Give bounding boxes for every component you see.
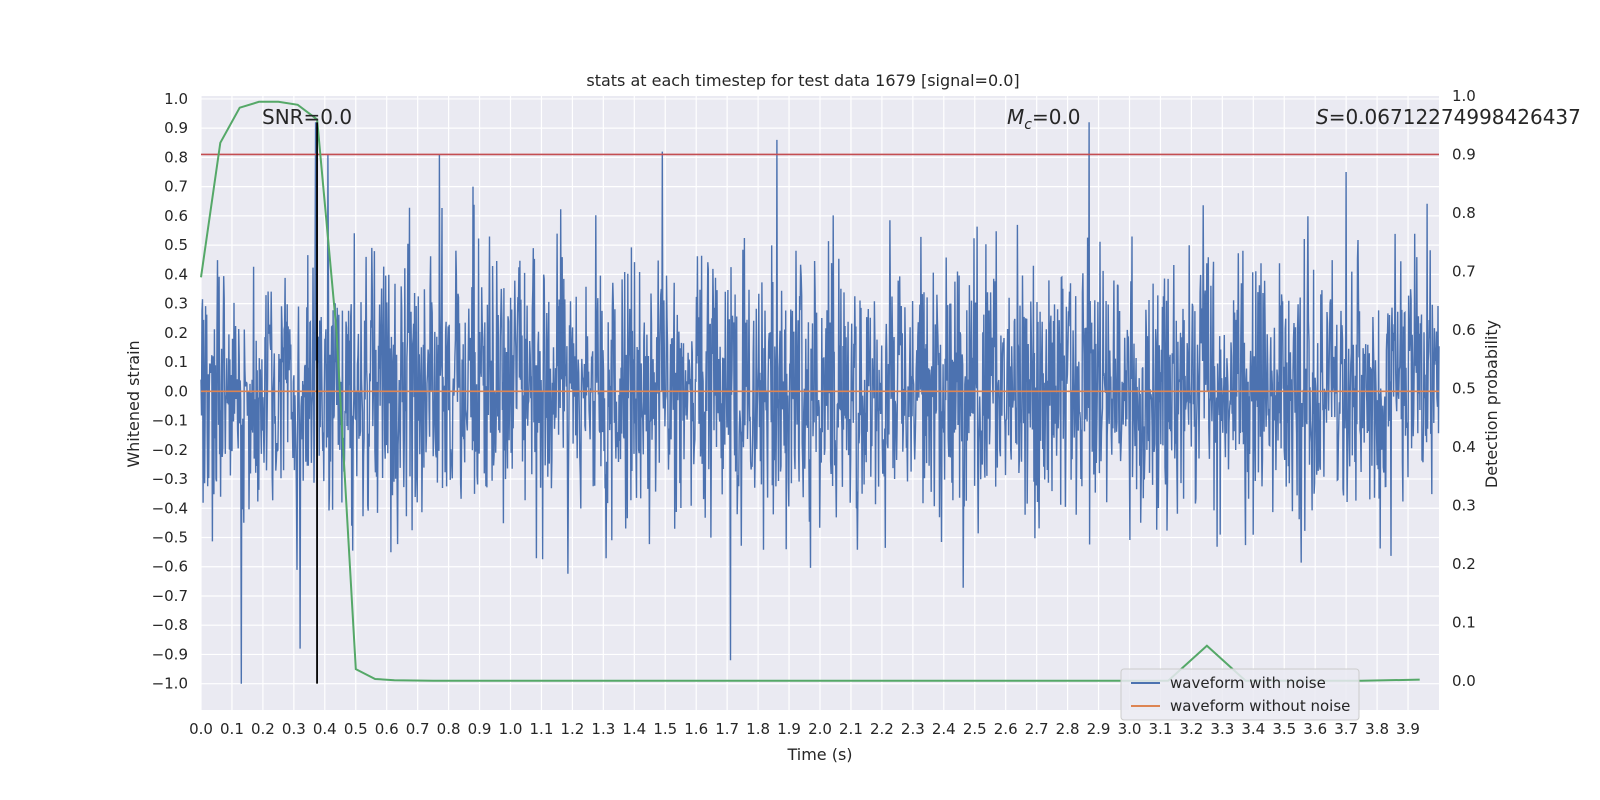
y-tick-label: −0.4: [152, 499, 188, 517]
x-tick-label: 3.6: [1303, 720, 1327, 738]
y-tick-label: 0.2: [164, 324, 188, 342]
x-tick-label: 1.7: [715, 720, 739, 738]
annotation-mc: Mc=0.0: [1007, 105, 1081, 133]
y-tick-label: 0.4: [164, 265, 188, 283]
x-tick-label: 1.0: [499, 720, 523, 738]
y-tick-label: 0.7: [164, 178, 188, 196]
x-tick-label: 1.5: [653, 720, 677, 738]
x-tick-label: 1.8: [746, 720, 770, 738]
y-tick-label: −0.7: [152, 587, 188, 605]
series-detection-probability: [200, 100, 1420, 682]
y-tick-label: 0.1: [164, 353, 188, 371]
noise-path: [200, 122, 1440, 684]
legend-box: [1120, 668, 1360, 721]
x-tick-label: 0.2: [251, 720, 275, 738]
x-tick-label: 3.9: [1396, 720, 1420, 738]
annotation-snr: SNR=0.0: [262, 105, 352, 129]
x-tick-label: 2.1: [839, 720, 863, 738]
x-tick-label: 0.8: [437, 720, 461, 738]
y-axis-label: Whitened strain: [124, 340, 143, 467]
y2-tick-label: 0.3: [1452, 496, 1476, 514]
x-tick-label: 2.3: [901, 720, 925, 738]
annotation-mc-value: =0.0: [1032, 105, 1081, 129]
x-tick-label: 3.4: [1241, 720, 1265, 738]
x-tick-label: 1.1: [530, 720, 554, 738]
legend-label-clean: waveform without noise: [1170, 697, 1350, 715]
y-tick-label: 0.0: [164, 382, 188, 400]
annotation-s: S=0.06712274998426437: [1316, 105, 1581, 129]
y-tick-label: −0.9: [152, 645, 188, 663]
x-tick-label: 3.1: [1149, 720, 1173, 738]
y2-axis-label: Detection probability: [1482, 320, 1501, 488]
y-tick-label: 1.0: [164, 90, 188, 108]
x-tick-label: 1.6: [684, 720, 708, 738]
annotation-mc-sub: c: [1024, 117, 1032, 133]
y-tick-label: 0.8: [164, 148, 188, 166]
x-tick-label: 1.4: [622, 720, 646, 738]
y-tick-label: 0.9: [164, 119, 188, 137]
x-tick-label: 3.0: [1118, 720, 1142, 738]
x-tick-label: 1.2: [560, 720, 584, 738]
x-tick-label: 2.5: [963, 720, 987, 738]
y-tick-label: −0.8: [152, 616, 188, 634]
y2-tick-label: 0.1: [1452, 613, 1476, 631]
y-tick-label: −1.0: [152, 675, 188, 693]
x-tick-label: 0.7: [406, 720, 430, 738]
annotation-s-symbol: S: [1316, 105, 1329, 129]
y-tick-label: −0.2: [152, 441, 188, 459]
y2-tick-labels: 0.0 0.1 0.2 0.3 0.4 0.5 0.6 0.7 0.8 0.9 1.0: [1452, 87, 1476, 690]
y-tick-label: 0.3: [164, 295, 188, 313]
x-tick-label: 3.5: [1272, 720, 1296, 738]
x-tick-label: 0.5: [344, 720, 368, 738]
y2-tick-label: 0.2: [1452, 555, 1476, 573]
x-tick-labels: 0.0 0.1 0.2 0.3 0.4 0.5 0.6 0.7 0.8 0.9 1.0 1.1 1.2 1…: [189, 720, 1420, 738]
y-tick-label: 0.5: [164, 236, 188, 254]
x-tick-label: 2.6: [994, 720, 1018, 738]
x-tick-label: 0.4: [313, 720, 337, 738]
y-tick-labels: 1.0 0.9 0.8 0.7 0.6 0.5 0.4 0.3 0.2 0.1 0.0 −0.1 −0.…: [152, 90, 188, 693]
x-tick-label: 0.9: [468, 720, 492, 738]
x-tick-label: 2.0: [808, 720, 832, 738]
y-tick-label: −0.1: [152, 412, 188, 430]
chart-title: stats at each timestep for test data 167…: [586, 71, 1019, 90]
x-tick-label: 0.0: [189, 720, 213, 738]
y2-tick-label: 0.0: [1452, 672, 1476, 690]
y-tick-label: −0.6: [152, 558, 188, 576]
x-tick-label: 2.9: [1087, 720, 1111, 738]
annotation-mc-symbol: M: [1007, 105, 1024, 129]
y2-tick-label: 0.6: [1452, 321, 1476, 339]
x-tick-label: 1.3: [591, 720, 615, 738]
legend: waveform with noise waveform without noi…: [1120, 668, 1360, 721]
x-tick-label: 0.6: [375, 720, 399, 738]
legend-label-noise: waveform with noise: [1170, 674, 1326, 692]
x-tick-label: 2.7: [1025, 720, 1049, 738]
x-tick-label: 3.2: [1179, 720, 1203, 738]
annotation-s-value: =0.06712274998426437: [1329, 105, 1581, 129]
x-tick-label: 2.4: [932, 720, 956, 738]
x-tick-label: 0.1: [220, 720, 244, 738]
x-tick-label: 3.7: [1334, 720, 1358, 738]
x-tick-label: 1.9: [777, 720, 801, 738]
y2-tick-label: 0.7: [1452, 262, 1476, 280]
x-tick-label: 3.8: [1365, 720, 1389, 738]
x-tick-label: 0.3: [282, 720, 306, 738]
y-tick-label: −0.5: [152, 528, 188, 546]
y-tick-label: −0.3: [152, 470, 188, 488]
x-axis-label: Time (s): [786, 745, 852, 764]
x-tick-label: 3.3: [1210, 720, 1234, 738]
series-waveform-with-noise: [200, 122, 1440, 684]
y2-tick-label: 0.8: [1452, 204, 1476, 222]
y2-tick-label: 0.9: [1452, 145, 1476, 163]
x-tick-label: 2.8: [1056, 720, 1080, 738]
x-tick-label: 2.2: [870, 720, 894, 738]
y2-tick-label: 0.4: [1452, 438, 1476, 456]
y-tick-label: 0.6: [164, 207, 188, 225]
y2-tick-label: 1.0: [1452, 87, 1476, 105]
y2-tick-label: 0.5: [1452, 379, 1476, 397]
